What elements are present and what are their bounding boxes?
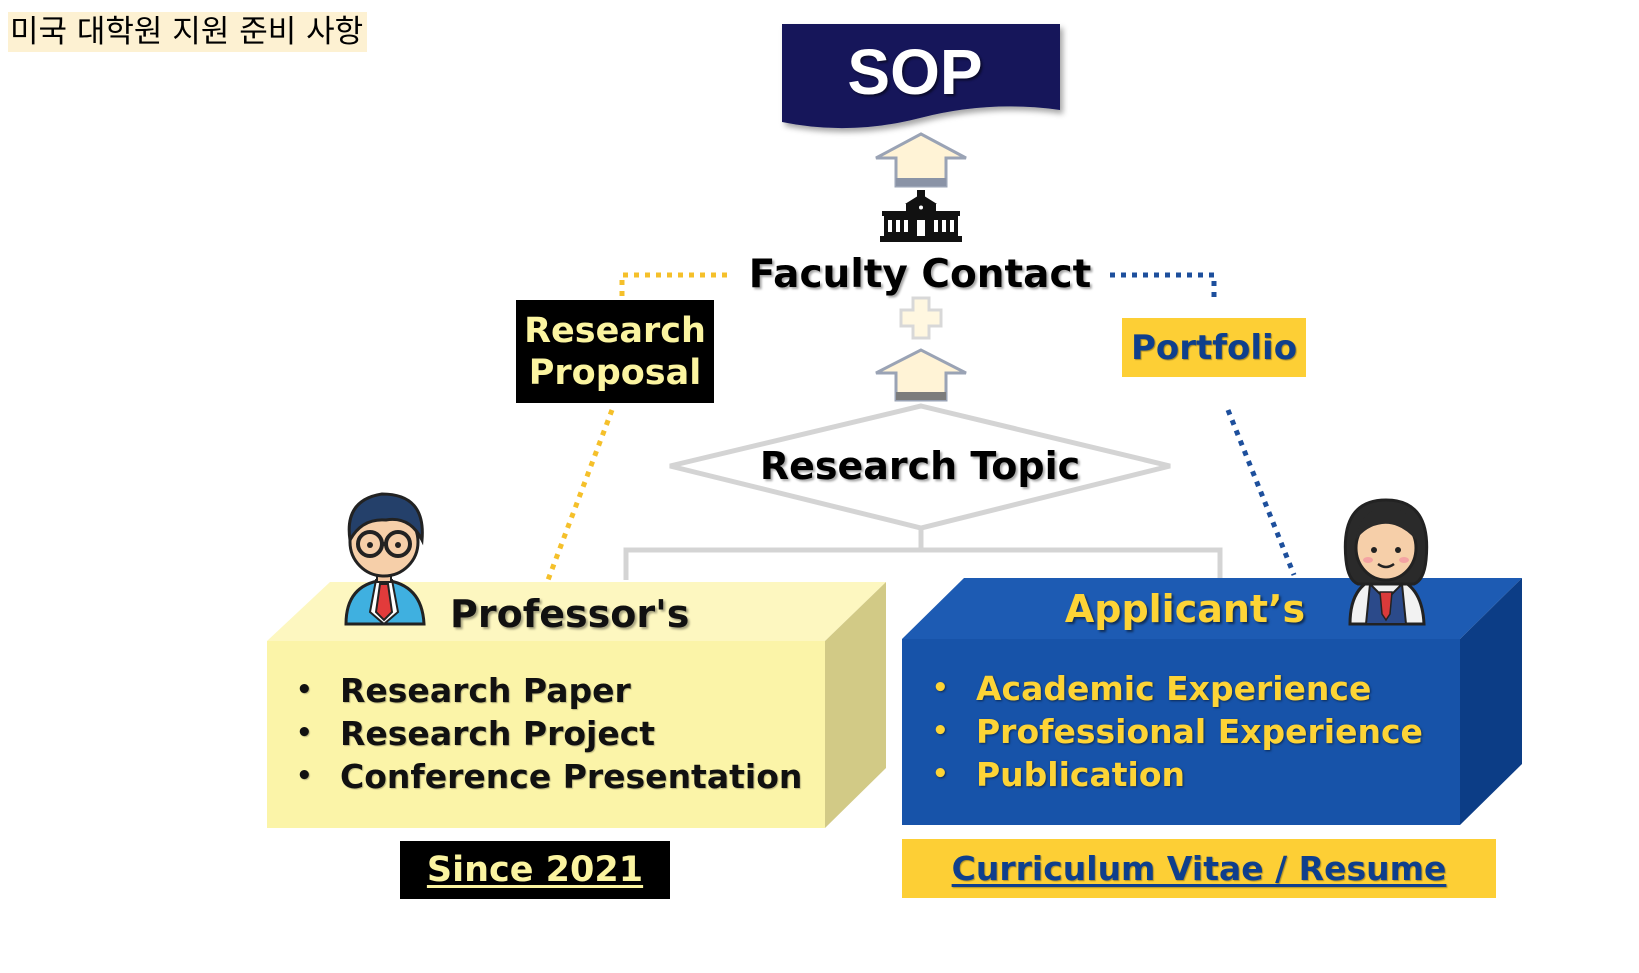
list-item: Professional Experience — [928, 710, 1448, 753]
list-item: Publication — [928, 753, 1448, 796]
sop-banner — [782, 24, 1060, 129]
up-arrow-top — [875, 132, 967, 188]
since-2021-label: Since 2021 — [400, 841, 670, 899]
up-arrow-middle — [875, 348, 967, 402]
list-item: Academic Experience — [928, 667, 1448, 710]
dotted-line-portfolio-top — [1110, 272, 1217, 300]
dotted-line-proposal-bottom — [545, 409, 615, 581]
professor-item-list: Research Paper Research Project Conferen… — [292, 669, 812, 798]
applicant-title: Applicant’s — [1064, 587, 1306, 631]
portfolio-box: Portfolio — [1122, 318, 1306, 377]
dotted-line-portfolio-bottom — [1225, 409, 1297, 576]
professor-title: Professor's — [450, 592, 690, 636]
page-title: 미국 대학원 지원 준비 사항 — [8, 12, 368, 52]
professor-avatar-icon — [344, 492, 426, 626]
topic-bracket — [623, 528, 1223, 580]
list-item: Conference Presentation — [292, 755, 812, 798]
university-building-icon — [880, 190, 962, 242]
research-proposal-line-1: Research — [524, 310, 706, 351]
cv-resume-label: Curriculum Vitae / Resume — [902, 839, 1496, 898]
list-item: Research Paper — [292, 669, 812, 712]
list-item: Research Project — [292, 712, 812, 755]
research-topic-label: Research Topic — [759, 444, 1081, 488]
applicant-item-list: Academic Experience Professional Experie… — [928, 667, 1448, 796]
research-proposal-box: Research Proposal — [516, 300, 714, 403]
faculty-contact-label: Faculty Contact — [748, 251, 1092, 297]
plus-icon — [899, 296, 943, 340]
research-proposal-line-2: Proposal — [528, 352, 702, 393]
dotted-line-proposal-top — [619, 272, 727, 300]
sop-label: SOP — [847, 36, 983, 108]
student-avatar-icon — [1343, 498, 1429, 626]
